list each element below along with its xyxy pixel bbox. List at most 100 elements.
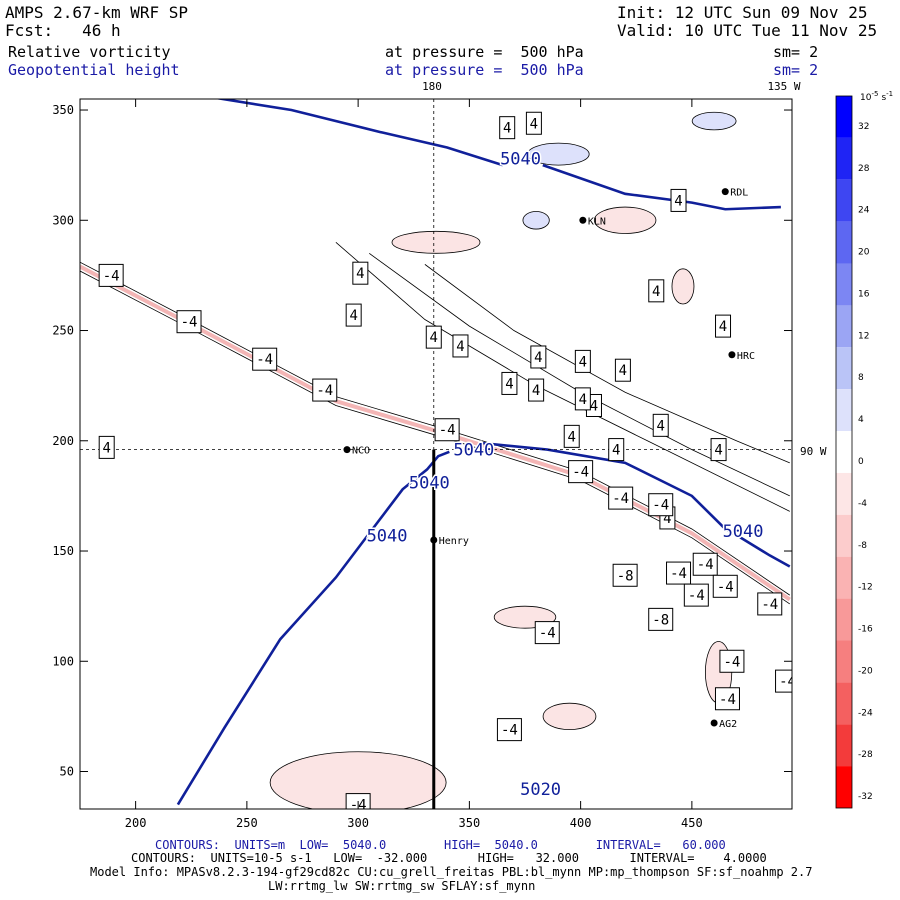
y-tick-label: 100 (52, 654, 74, 668)
positive-vorticity-cell (527, 142, 590, 166)
height-contour-label: 5040 (367, 527, 408, 547)
lon-label-90w: 90 W (800, 445, 827, 458)
colorbar-tick-label: 0 (858, 457, 864, 467)
init-time: Init: 12 UTC Sun 09 Nov 25 (617, 3, 868, 22)
colorbar-swatch (836, 179, 852, 222)
station-label: RDL (730, 188, 748, 199)
label-box (452, 334, 469, 358)
label-box (757, 592, 783, 616)
label-box (670, 188, 687, 212)
label-text: -4 (719, 692, 736, 708)
label-box (176, 310, 202, 334)
station-label: Henry (439, 536, 469, 547)
station-dot (710, 719, 718, 727)
label-box (612, 563, 638, 587)
vorticity-contour-label: -4 (176, 310, 202, 334)
label-text: 4 (349, 308, 357, 324)
label-text: -4 (181, 315, 198, 331)
label-box (352, 261, 369, 285)
label-box (530, 345, 547, 369)
colorbar-tick-label: -28 (858, 750, 873, 760)
height-contour-label: 5040 (723, 522, 764, 542)
station-dot (579, 216, 587, 224)
colorbar-tick-label: 24 (858, 206, 870, 216)
label-box (425, 325, 442, 349)
vorticity-contour-label: 4 (528, 378, 545, 402)
label-box (710, 438, 727, 462)
label-box (501, 371, 518, 395)
label-text: -8 (617, 568, 634, 584)
vorticity-contour-label: -8 (612, 563, 638, 587)
label-text: -4 (717, 579, 734, 595)
colorbar-swatch (836, 682, 852, 725)
colorbar-tick-label: -20 (858, 666, 873, 676)
vorticity-contour-label: -4 (683, 583, 709, 607)
colorbar-swatch (836, 96, 852, 138)
vorticity-contour-label: 4 (352, 261, 369, 285)
colorbar-swatch (836, 389, 852, 432)
vorticity-contour-label: 4 (574, 387, 591, 411)
y-tick-label: 300 (52, 213, 74, 227)
label-box (648, 607, 674, 631)
vorticity-contour-label: -4 (712, 574, 738, 598)
vorticity-contour-label: 4 (525, 111, 542, 135)
label-box (614, 358, 631, 382)
field2-pressure: at pressure = 500 hPa (385, 61, 584, 79)
station-label: HRC (737, 351, 755, 362)
label-text: -4 (761, 597, 778, 613)
label-text: 4 (430, 330, 438, 346)
height-contour-line (542, 163, 781, 211)
colorbar-tick-label: -24 (858, 708, 873, 718)
station-marker: RDL (721, 188, 748, 199)
label-box (345, 303, 362, 327)
y-tick-label: 50 (60, 765, 74, 779)
label-text: 4 (652, 284, 660, 300)
label-text: -4 (612, 491, 629, 507)
positive-vorticity-cell (522, 211, 550, 230)
label-box (652, 413, 669, 437)
vorticity-contour-label: 4 (452, 334, 469, 358)
vorticity-cell (391, 230, 481, 254)
label-box (715, 314, 732, 338)
label-box (252, 347, 278, 371)
colorbar-tick-label: 20 (858, 248, 870, 258)
vorticity-contour-label: -4 (757, 592, 783, 616)
field1-smoothing: sm= 2 (773, 43, 819, 61)
vorticity-contour-label: -4 (719, 649, 745, 673)
vorticity-contour-label: -4 (648, 493, 674, 517)
label-box (666, 561, 692, 585)
colorbar-tick-label: -32 (858, 792, 873, 802)
vorticity-contour-label: 4 (499, 116, 516, 140)
colorbar-swatch (836, 221, 852, 264)
colorbar-swatch (836, 514, 852, 557)
label-text: -4 (779, 674, 796, 690)
label-text: 4 (356, 266, 364, 282)
plot-frame (79, 98, 793, 810)
vorticity-contour-label: 4 (574, 349, 591, 373)
colorbar-swatch (836, 347, 852, 390)
vorticity-contour-label: -4 (312, 378, 338, 402)
vorticity-contour-label: 4 (614, 358, 631, 382)
label-text: -4 (572, 465, 589, 481)
height-contour-label: 5040 (500, 150, 541, 170)
height-contour-label: 5040 (453, 441, 494, 461)
label-text: 4 (579, 392, 587, 408)
station-marker: NCO (343, 446, 370, 457)
label-text: 4 (719, 319, 727, 335)
label-box (98, 263, 124, 287)
vorticity-contour-label: 4 (530, 345, 547, 369)
label-box (534, 621, 560, 645)
label-text: -4 (723, 654, 740, 670)
label-text: -4 (688, 588, 705, 604)
label-text: 4 (612, 443, 620, 459)
y-tick-label: 200 (52, 434, 74, 448)
label-box (568, 460, 594, 484)
label-text: -4 (697, 557, 714, 573)
vorticity-contour-label: 4 (670, 188, 687, 212)
label-box (574, 349, 591, 373)
colorbar-swatch (836, 598, 852, 641)
x-tick-label: 350 (459, 816, 481, 830)
label-text: -8 (806, 639, 823, 655)
x-tick-label: 450 (681, 816, 703, 830)
